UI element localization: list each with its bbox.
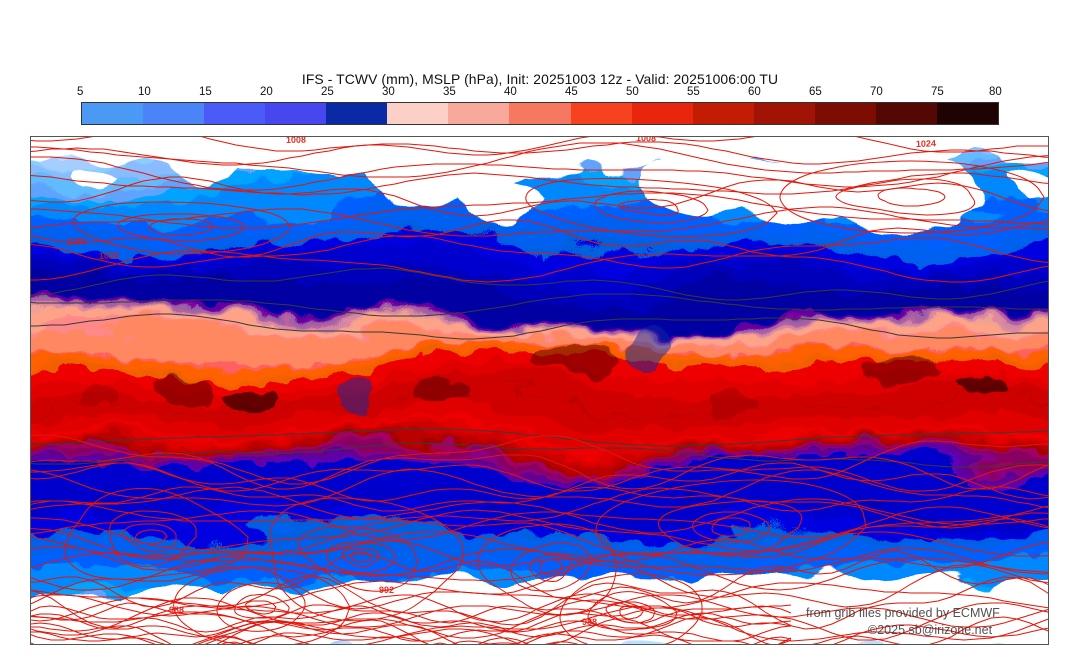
svg-text:1024: 1024 — [99, 250, 119, 261]
svg-text:1008: 1008 — [286, 137, 306, 145]
svg-text:988: 988 — [582, 617, 597, 627]
svg-text:1008: 1008 — [66, 236, 87, 247]
svg-text:988: 988 — [169, 605, 184, 615]
svg-text:1008: 1008 — [636, 137, 656, 143]
svg-text:1024: 1024 — [916, 138, 936, 149]
svg-text:992: 992 — [379, 585, 394, 595]
